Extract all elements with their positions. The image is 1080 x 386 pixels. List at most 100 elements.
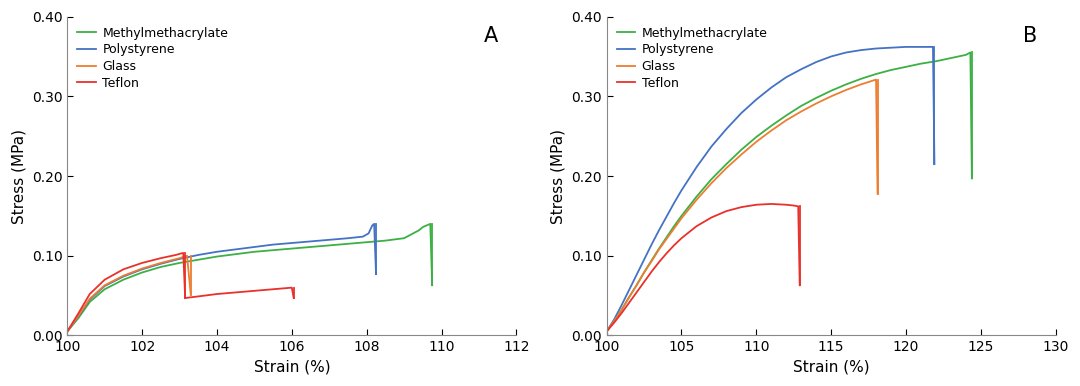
Teflon: [98, 278, 111, 282]
Line: Teflon: Teflon: [67, 253, 185, 332]
Methylmethacrylate: [211, 254, 224, 259]
Methylmethacrylate: [379, 238, 392, 243]
Teflon: [667, 243, 680, 248]
Glass: [600, 329, 613, 334]
Methylmethacrylate: [630, 283, 643, 288]
Methylmethacrylate: [645, 258, 658, 263]
Polystyrene: [248, 245, 261, 249]
Glass: [136, 266, 149, 271]
Polystyrene: [810, 60, 823, 64]
Text: A: A: [484, 26, 498, 46]
Glass: [154, 261, 167, 265]
Teflon: [83, 292, 96, 296]
Polystyrene: [267, 242, 280, 247]
Teflon: [175, 251, 188, 256]
Methylmethacrylate: [734, 147, 747, 152]
Glass: [705, 181, 718, 186]
Glass: [173, 256, 186, 261]
Polystyrene: [928, 162, 941, 166]
Teflon: [177, 251, 190, 255]
Line: Glass: Glass: [607, 80, 878, 332]
Teflon: [780, 202, 793, 207]
Methylmethacrylate: [951, 54, 964, 59]
Polystyrene: [720, 127, 733, 131]
Polystyrene: [285, 241, 298, 245]
Line: Methylmethacrylate: Methylmethacrylate: [67, 224, 432, 332]
Methylmethacrylate: [900, 64, 913, 69]
Methylmethacrylate: [413, 228, 426, 232]
Polystyrene: [795, 67, 808, 71]
Polystyrene: [98, 284, 111, 288]
Teflon: [645, 269, 658, 274]
Polystyrene: [652, 228, 665, 232]
Teflon: [792, 204, 805, 209]
Polystyrene: [192, 253, 205, 257]
Glass: [180, 254, 193, 258]
Line: Polystyrene: Polystyrene: [607, 47, 934, 332]
Polystyrene: [341, 236, 354, 240]
Glass: [720, 166, 733, 170]
Methylmethacrylate: [267, 248, 280, 252]
Methylmethacrylate: [420, 223, 433, 228]
Polystyrene: [869, 46, 882, 51]
Methylmethacrylate: [660, 235, 673, 240]
Glass: [750, 139, 762, 144]
Polystyrene: [915, 45, 928, 49]
Teflon: [170, 253, 183, 257]
Polystyrene: [839, 50, 852, 55]
Methylmethacrylate: [323, 243, 336, 248]
Glass: [630, 283, 643, 288]
Polystyrene: [305, 239, 318, 244]
Polystyrene: [173, 257, 186, 261]
Methylmethacrylate: [637, 270, 650, 275]
Methylmethacrylate: [750, 135, 762, 139]
Methylmethacrylate: [600, 329, 613, 334]
Polystyrene: [667, 201, 680, 205]
Glass: [765, 128, 778, 133]
Polystyrene: [136, 267, 149, 272]
Methylmethacrylate: [825, 88, 838, 93]
Teflon: [622, 300, 635, 305]
Methylmethacrylate: [426, 283, 438, 288]
Methylmethacrylate: [765, 124, 778, 128]
Polystyrene: [117, 274, 130, 279]
Methylmethacrylate: [720, 162, 733, 166]
Methylmethacrylate: [622, 295, 635, 300]
Methylmethacrylate: [690, 195, 703, 199]
Polystyrene: [922, 45, 935, 49]
Methylmethacrylate: [675, 213, 688, 218]
Polystyrene: [660, 214, 673, 219]
Polystyrene: [154, 261, 167, 266]
Methylmethacrylate: [117, 278, 130, 282]
Methylmethacrylate: [962, 51, 975, 56]
Methylmethacrylate: [305, 245, 318, 249]
Glass: [117, 273, 130, 278]
Methylmethacrylate: [869, 72, 882, 76]
Methylmethacrylate: [98, 287, 111, 291]
Glass: [616, 308, 629, 312]
Polystyrene: [356, 234, 369, 239]
Glass: [72, 313, 85, 318]
Polystyrene: [780, 75, 793, 80]
Polystyrene: [705, 144, 718, 149]
Line: Teflon: Teflon: [607, 204, 799, 332]
Methylmethacrylate: [192, 257, 205, 262]
Methylmethacrylate: [285, 246, 298, 251]
Teflon: [705, 215, 718, 220]
Teflon: [154, 256, 167, 261]
Methylmethacrylate: [405, 232, 418, 237]
Glass: [872, 191, 885, 196]
Methylmethacrylate: [959, 52, 972, 57]
Glass: [60, 329, 73, 334]
Polystyrene: [366, 223, 379, 228]
Methylmethacrylate: [616, 308, 629, 312]
Methylmethacrylate: [795, 103, 808, 108]
Polystyrene: [690, 165, 703, 169]
Teflon: [637, 280, 650, 284]
Methylmethacrylate: [229, 252, 242, 256]
Polystyrene: [211, 249, 224, 254]
Polystyrene: [854, 48, 867, 52]
Methylmethacrylate: [944, 56, 957, 60]
Line: Polystyrene: Polystyrene: [67, 224, 376, 332]
Teflon: [675, 236, 688, 240]
